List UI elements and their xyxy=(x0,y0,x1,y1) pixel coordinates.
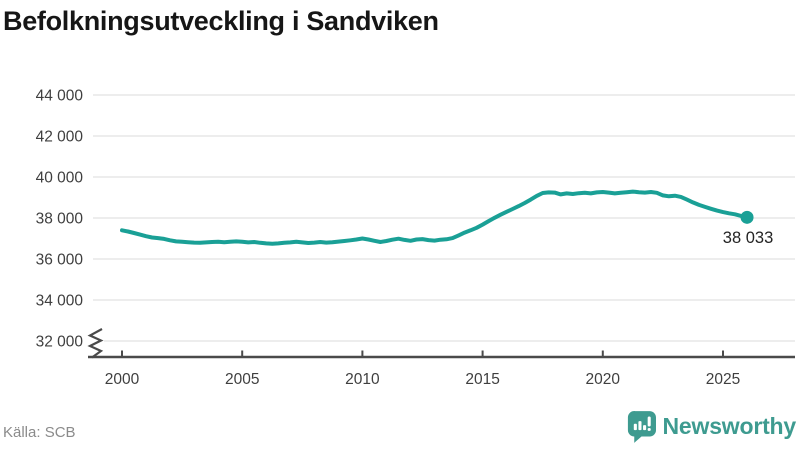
x-tick-label: 2010 xyxy=(345,371,380,388)
y-tick-label: 36 000 xyxy=(36,252,84,269)
y-tick-label: 34 000 xyxy=(36,293,84,310)
newsworthy-bubble-barchart-icon xyxy=(627,411,656,443)
source-label: Källa: SCB xyxy=(3,424,76,441)
y-tick-label: 38 000 xyxy=(36,211,84,228)
y-tick-label: 42 000 xyxy=(36,129,84,146)
x-tick-label: 2020 xyxy=(586,371,621,388)
newsworthy-logo: Newsworthy xyxy=(627,409,796,444)
x-tick-label: 2025 xyxy=(706,371,740,388)
x-tick-label: 2005 xyxy=(225,371,259,388)
y-tick-label: 40 000 xyxy=(36,170,84,187)
population-line xyxy=(120,189,749,246)
axis-break-icon xyxy=(87,328,104,359)
latest-point-marker xyxy=(740,210,754,224)
x-tick-label: 2015 xyxy=(465,371,499,388)
x-tick-label: 2000 xyxy=(105,371,140,388)
y-tick-label: 32 000 xyxy=(36,334,84,351)
y-tick-label: 44 000 xyxy=(36,88,84,105)
page-title: Befolkningsutveckling i Sandviken xyxy=(3,6,439,36)
newsworthy-logo-text: Newsworthy xyxy=(662,413,797,439)
latest-value-label: 38 033 xyxy=(723,229,773,247)
